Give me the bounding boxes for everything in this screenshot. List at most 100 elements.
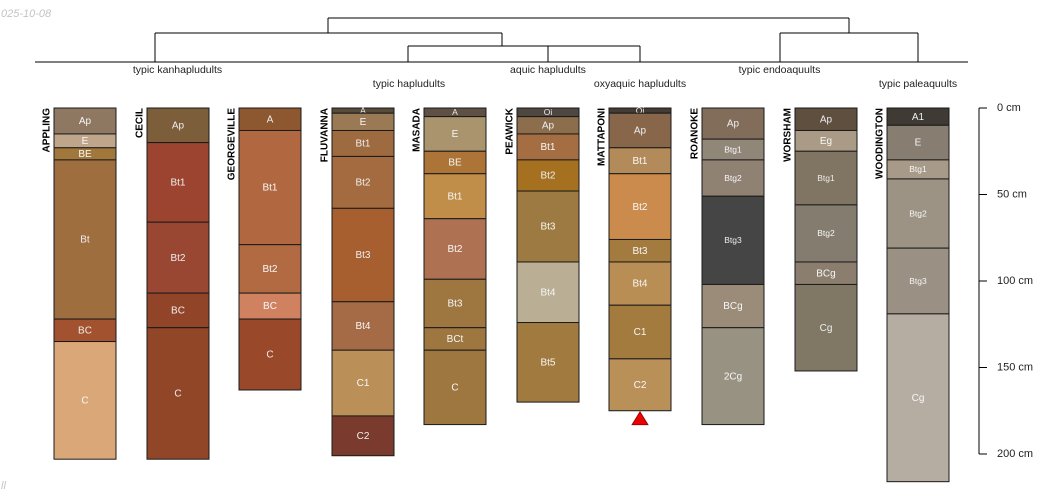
profile-name: MATTAPONI (597, 108, 608, 166)
profile-name: WORSHAM (783, 108, 794, 162)
horizon-bc (238, 292, 302, 320)
depth-tick-label: 100 cm (997, 275, 1033, 287)
profile-name: APPLING (42, 108, 53, 153)
group-label: typic hapludults (373, 78, 445, 90)
horizon-label: Bt1 (632, 156, 647, 167)
horizon-label: BC (263, 301, 277, 312)
depth-tick-label: 200 cm (997, 448, 1033, 460)
horizon-label: Ap (634, 126, 647, 137)
horizon-label: Bt1 (262, 183, 277, 194)
horizon-label: Bt2 (447, 244, 462, 255)
horizon-label: Bt1 (355, 139, 370, 150)
profile-name: ROANOKE (690, 108, 701, 159)
horizon-label: C1 (634, 327, 647, 338)
horizon-label: Cg (820, 323, 833, 334)
horizon-bt1 (146, 142, 210, 223)
horizon-label: BCt (447, 334, 464, 345)
profile-name: GEORGEVILLE (227, 108, 238, 181)
horizon-bt4 (331, 301, 395, 351)
horizon-btg3 (701, 195, 765, 285)
horizon-c (146, 327, 210, 460)
horizon-label: Bt3 (540, 222, 555, 233)
horizon-label: A1 (912, 112, 925, 123)
profile-name: CECIL (135, 108, 146, 138)
horizon-label: Btg1 (909, 164, 927, 174)
group-label: typic endoaquults (739, 64, 821, 76)
horizon-label: BE (78, 149, 92, 160)
horizon-cg (794, 283, 858, 372)
horizon-label: Btg3 (724, 235, 742, 245)
horizon-label: E (452, 129, 459, 140)
horizon-bt1 (516, 133, 580, 161)
horizon-label: A (452, 107, 458, 117)
horizon-bt2 (331, 155, 395, 209)
horizon-label: Btg2 (909, 208, 927, 218)
group-label: typic kanhapludults (133, 64, 222, 76)
horizon-ap (53, 107, 117, 135)
horizon-label: BE (448, 158, 462, 169)
horizon-c (423, 349, 487, 426)
horizon-label: Btg2 (817, 228, 835, 238)
horizon-cg (886, 313, 950, 483)
horizon-label: Btg1 (724, 144, 742, 154)
horizon-label: Bt3 (632, 246, 647, 257)
horizon-label: A (360, 105, 366, 115)
horizon-label: C2 (357, 431, 370, 442)
horizon-e (423, 116, 487, 152)
horizon-bcg (701, 283, 765, 329)
horizon-label: C2 (634, 380, 647, 391)
profile-name: FLUVANNA (320, 108, 331, 162)
horizon-btg3 (886, 247, 950, 315)
horizon-ap (146, 107, 210, 144)
bottom-marker-icon (631, 410, 649, 426)
horizon-label: Cg (912, 393, 925, 404)
horizon-label: C (451, 383, 458, 394)
profile-name: MASADA (412, 108, 423, 152)
horizon-label: Ap (542, 120, 555, 131)
horizon-2cg (701, 327, 765, 426)
horizon-btg2 (886, 178, 950, 249)
horizon-btg2 (794, 204, 858, 263)
horizon-label: Bt2 (540, 171, 555, 182)
horizon-label: Bt4 (540, 287, 555, 298)
horizon-bt2 (423, 218, 487, 280)
profile-name: PEAWICK (505, 107, 516, 154)
horizon-label: Bt1 (540, 142, 555, 153)
horizon-bt4 (516, 261, 580, 324)
horizon-label: Ap (820, 114, 833, 125)
horizon-e (886, 124, 950, 161)
horizon-bt4 (608, 261, 672, 306)
horizon-label: Bt5 (540, 357, 555, 368)
horizon-label: E (82, 136, 89, 147)
horizon-c1 (608, 304, 672, 360)
horizon-label: E (360, 117, 367, 128)
horizon-c (53, 341, 117, 460)
horizon-c2 (608, 358, 672, 412)
horizon-ap (701, 107, 765, 140)
horizon-label: Ap (79, 116, 92, 127)
horizon-label: Bt2 (632, 202, 647, 213)
depth-tick-label: 150 cm (997, 361, 1033, 373)
horizon-label: C (81, 396, 88, 407)
horizon-label: Btg1 (817, 173, 835, 183)
horizon-btg1 (794, 150, 858, 206)
horizon-bt1 (238, 129, 302, 246)
horizon-label: Oi (544, 107, 553, 117)
horizon-label: Ap (172, 120, 185, 131)
horizon-bt2 (146, 221, 210, 294)
horizon-label: BCg (723, 301, 742, 312)
horizon-c1 (331, 349, 395, 417)
horizon-label: Bt1 (170, 178, 185, 189)
horizon-label: C1 (357, 378, 370, 389)
horizon-label: Bt2 (170, 253, 185, 264)
horizon-label: C (174, 389, 181, 400)
horizon-bt3 (516, 190, 580, 263)
horizon-label: Bt2 (262, 264, 277, 275)
horizon-label: Btg2 (724, 173, 742, 183)
horizon-c2 (331, 415, 395, 457)
horizon-label: BCg (816, 268, 835, 279)
horizon-label: Bt4 (355, 321, 370, 332)
horizon-label: C (266, 350, 273, 361)
horizon-label: Eg (820, 136, 832, 147)
